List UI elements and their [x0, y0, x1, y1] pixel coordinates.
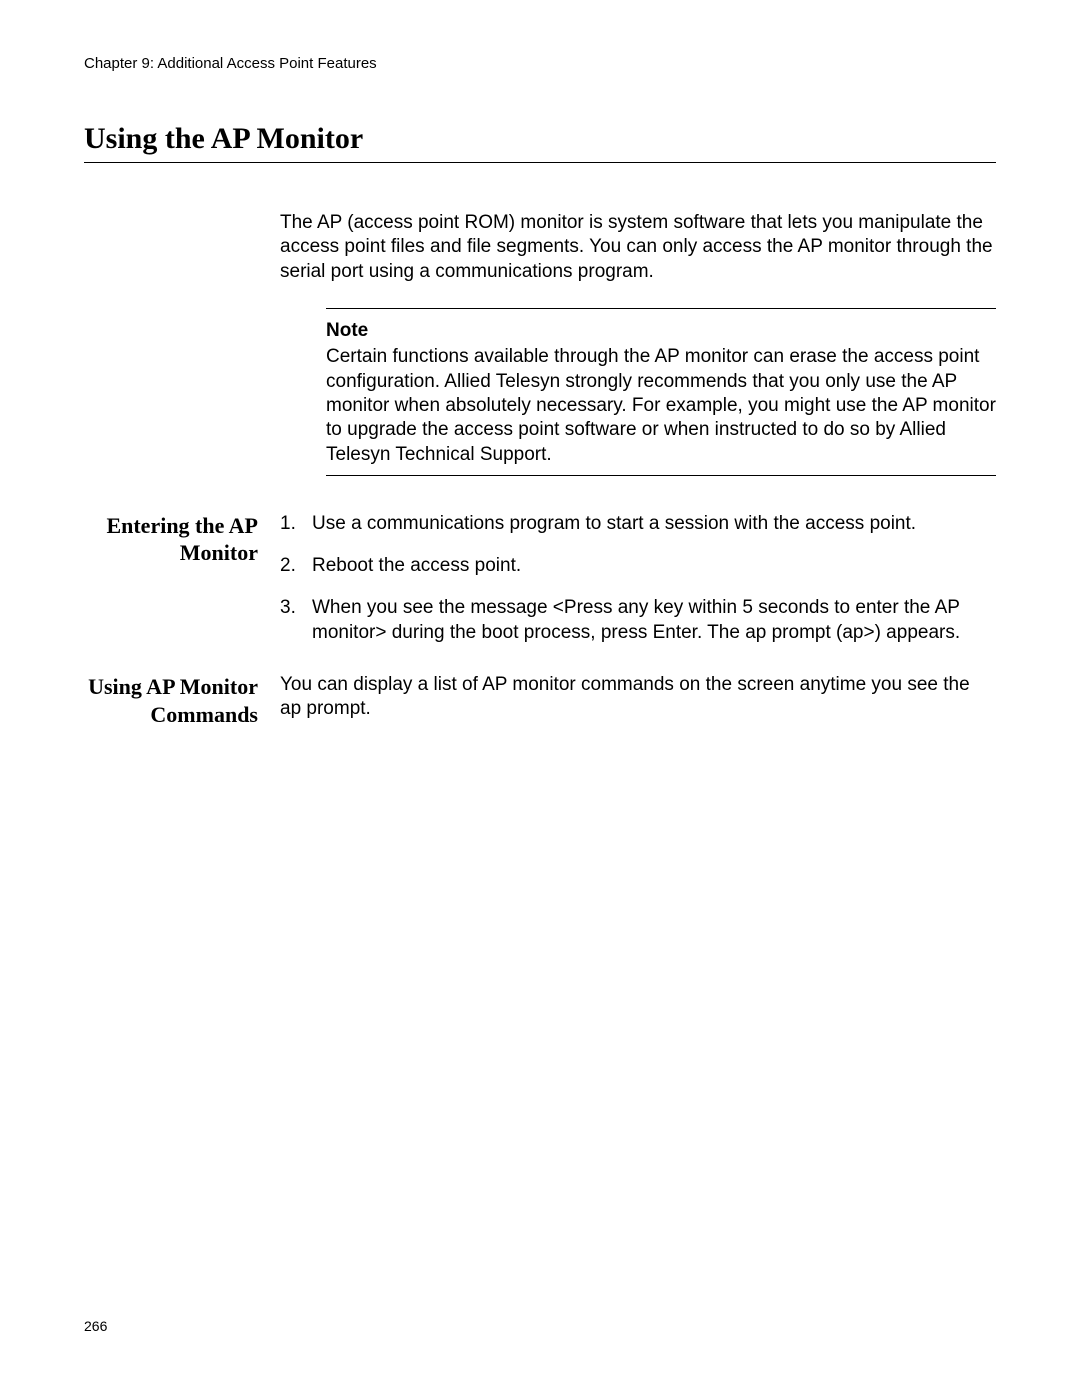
note-body: Certain functions available through the … — [326, 345, 996, 467]
section-body: You can display a list of AP monitor com… — [280, 673, 996, 722]
section-entering: Entering the AP Monitor 1. Use a communi… — [84, 512, 996, 645]
ordered-list: 1. Use a communications program to start… — [280, 512, 996, 645]
intro-paragraph: The AP (access point ROM) monitor is sys… — [280, 211, 996, 284]
list-item: 3. When you see the message <Press any k… — [280, 596, 996, 645]
section-heading: Using AP Monitor Commands — [84, 673, 280, 728]
list-item: 2. Reboot the access point. — [280, 554, 996, 578]
section-body: 1. Use a communications program to start… — [280, 512, 996, 645]
intro-section: The AP (access point ROM) monitor is sys… — [84, 211, 996, 484]
intro-right: The AP (access point ROM) monitor is sys… — [280, 211, 996, 484]
list-number: 1. — [280, 512, 312, 536]
list-text: Use a communications program to start a … — [312, 512, 996, 536]
note-label: Note — [326, 319, 996, 343]
list-item: 1. Use a communications program to start… — [280, 512, 996, 536]
section-commands: Using AP Monitor Commands You can displa… — [84, 673, 996, 728]
list-text: Reboot the access point. — [312, 554, 996, 578]
list-number: 2. — [280, 554, 312, 578]
list-number: 3. — [280, 596, 312, 645]
document-page: Chapter 9: Additional Access Point Featu… — [84, 55, 996, 756]
page-number: 266 — [84, 1318, 107, 1334]
list-text: When you see the message <Press any key … — [312, 596, 996, 645]
note-box: Note Certain functions available through… — [326, 308, 996, 476]
page-title: Using the AP Monitor — [84, 122, 996, 163]
chapter-header: Chapter 9: Additional Access Point Featu… — [84, 55, 996, 72]
section-heading: Entering the AP Monitor — [84, 512, 280, 567]
section-paragraph: You can display a list of AP monitor com… — [280, 673, 996, 722]
